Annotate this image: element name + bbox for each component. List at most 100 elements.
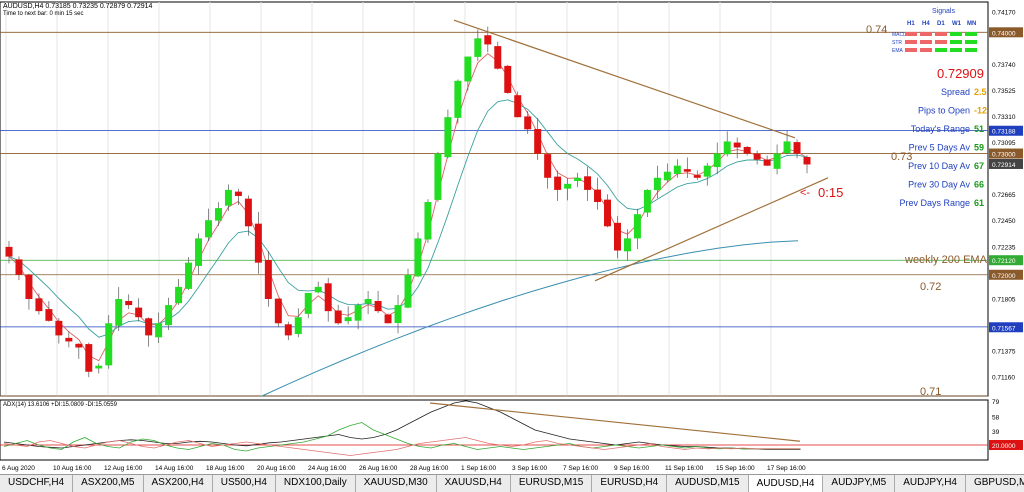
candle-body — [803, 156, 811, 165]
countdown-label: 0:15 — [818, 185, 843, 200]
adx-series-di — [3, 437, 801, 456]
candle-body — [693, 175, 701, 178]
x-tick-label: 28 Aug 16:00 — [410, 465, 449, 472]
candle-body — [404, 274, 412, 308]
tab-eurusd-h4[interactable]: EURUSD,H4 — [592, 475, 668, 492]
y-tick-label: 0.72450 — [992, 218, 1016, 225]
candle-body — [55, 320, 63, 336]
trendlines — [453, 19, 829, 282]
info-label: Prev 5 Days Av — [909, 143, 971, 153]
tab-usdchf-h4[interactable]: USDCHF,H4 — [0, 475, 74, 492]
candle-body — [274, 298, 282, 324]
info-label: Prev Days Range — [899, 198, 970, 208]
signal-cell — [935, 40, 947, 44]
candle-body — [743, 146, 751, 154]
x-tick-label: 24 Aug 16:00 — [308, 465, 347, 472]
candle-body — [554, 176, 562, 190]
candle-body — [643, 189, 651, 213]
info-value: 66 — [974, 180, 984, 190]
candle-body — [264, 260, 272, 300]
tab-audusd-h4[interactable]: AUDUSD,H4 — [748, 475, 824, 492]
candle-body — [713, 153, 721, 168]
info-value: 61 — [974, 198, 984, 208]
adx-y-tick-label: 39 — [992, 429, 1000, 436]
signal-cell — [905, 40, 917, 44]
chart-title: AUDUSD,H4 0.73185 0.73235 0.72879 0.7291… — [3, 3, 153, 10]
tab-asx200-m5[interactable]: ASX200,M5 — [73, 475, 144, 492]
candle-body — [15, 259, 23, 275]
signal-timeframe: H1 — [907, 21, 915, 27]
candle-body — [214, 208, 222, 221]
price-tag-label: 0.71567 — [992, 325, 1016, 332]
candle-body — [753, 153, 761, 160]
signal-timeframe: MN — [967, 21, 976, 27]
price-tag-box — [989, 322, 1023, 333]
tab-gbpusd-m15[interactable]: GBPUSD,M15 — [966, 475, 1024, 492]
y-tick-label: 0.71375 — [992, 349, 1016, 356]
tab-audjpy-h4[interactable]: AUDJPY,H4 — [895, 475, 966, 492]
tab-asx200-h4[interactable]: ASX200,H4 — [144, 475, 213, 492]
horizontal-levels — [0, 31, 988, 397]
candle-body — [125, 300, 133, 306]
tab-eurusd-m15[interactable]: EURUSD,M15 — [511, 475, 593, 492]
x-tick-label: 7 Sep 16:00 — [563, 465, 598, 472]
signal-cell — [935, 48, 947, 52]
tab-audusd-m15[interactable]: AUDUSD,M15 — [667, 475, 749, 492]
current-price: 0.72909 — [937, 66, 984, 81]
adx-series-di — [3, 422, 801, 452]
candle-body — [374, 300, 382, 312]
candle-body — [653, 177, 661, 191]
candle-body — [594, 189, 602, 203]
signal-cell — [920, 40, 932, 44]
candle-body — [35, 298, 43, 312]
level-label-073: 0.73 — [891, 151, 912, 163]
candle-body — [294, 317, 302, 335]
price-tag-box — [989, 148, 1023, 159]
candle-body — [224, 189, 232, 206]
y-tick-label: 0.72235 — [992, 244, 1016, 251]
candle-body — [474, 38, 482, 57]
signal-cell — [905, 32, 917, 36]
candle-body — [354, 305, 362, 321]
bar-timer: Time to next bar: 0 min 15 sec — [3, 11, 83, 17]
candle-body — [284, 324, 292, 336]
candle-body — [165, 305, 173, 326]
candle-body — [135, 307, 143, 318]
info-value: 59 — [974, 143, 984, 153]
price-tag-box — [989, 269, 1023, 280]
candle-body — [604, 199, 611, 227]
tab-xauusd-m30[interactable]: XAUUSD,M30 — [356, 475, 437, 492]
x-tick-label: 9 Sep 16:00 — [614, 465, 649, 472]
candle-body — [234, 191, 242, 196]
signal-timeframe: W1 — [952, 21, 962, 27]
candle-body — [205, 220, 212, 238]
price-tag-label: 0.73188 — [992, 129, 1016, 136]
price-tag-label: 0.72000 — [992, 273, 1016, 280]
x-tick-label: 11 Sep 16:00 — [665, 465, 704, 472]
candle-body — [364, 299, 372, 304]
candle-body — [334, 310, 342, 324]
tab-audjpy-m5[interactable]: AUDJPY,M5 — [823, 475, 896, 492]
candle-body — [45, 309, 53, 321]
candle-body — [663, 171, 671, 181]
price-tag-box — [989, 255, 1023, 266]
trendline-upper — [453, 19, 796, 139]
candle-body — [793, 142, 801, 154]
candle-body — [175, 286, 183, 304]
candle-body — [65, 337, 73, 342]
info-label: Pips to Open — [918, 106, 970, 116]
candlesticks — [5, 26, 811, 378]
tab-us500-h4[interactable]: US500,H4 — [213, 475, 276, 492]
candle-body — [544, 154, 552, 178]
signal-cell — [965, 48, 977, 52]
candle-body — [394, 305, 402, 323]
signal-cell — [965, 32, 977, 36]
candle-body — [773, 153, 781, 169]
signal-cell — [950, 40, 962, 44]
tab-xauusd-h4[interactable]: XAUUSD,H4 — [437, 475, 511, 492]
tab-ndx100-daily[interactable]: NDX100,Daily — [276, 475, 356, 492]
x-tick-label: 26 Aug 16:00 — [359, 465, 398, 472]
candle-body — [763, 159, 771, 166]
adx-y-tick-label: 58 — [992, 415, 1000, 422]
